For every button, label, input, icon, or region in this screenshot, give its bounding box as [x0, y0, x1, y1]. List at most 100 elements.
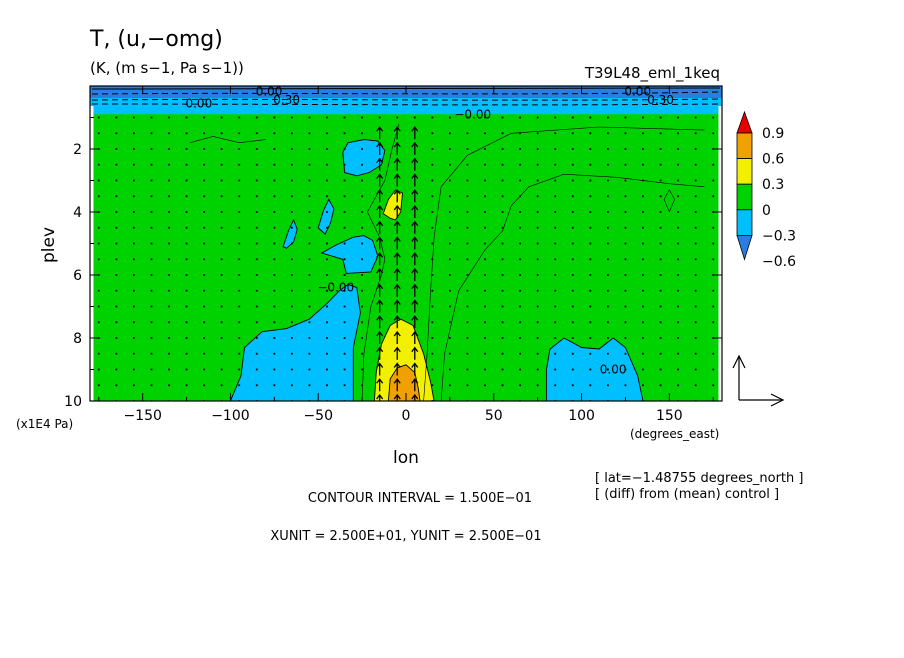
wind-vector-654: [694, 242, 697, 245]
wind-vector-175: [255, 179, 258, 182]
wind-vector-445: [501, 242, 504, 245]
wind-vector-136: [220, 163, 223, 166]
plot-area: 0.00−0.00−0.000.000.000.300.000.30: [90, 86, 722, 401]
wind-vector-255: [326, 242, 328, 245]
wind-vector-33: [115, 337, 118, 339]
wind-vector-23: [115, 179, 118, 182]
wind-vector-242: [308, 337, 311, 339]
wind-vector-506: [554, 305, 557, 308]
wind-vector-505: [554, 289, 557, 292]
wind-vector-278: [343, 305, 346, 308]
wind-vector-271: [343, 195, 346, 198]
wind-vector-570: [624, 116, 627, 119]
wind-vector-4: [97, 179, 100, 182]
wind-vector-463: [519, 226, 522, 229]
wind-vector-383: [448, 163, 451, 166]
wind-vector-179: [255, 242, 258, 245]
wind-vector-669: [712, 179, 715, 182]
wind-vector-465: [519, 258, 522, 261]
wind-vector-517: [571, 179, 574, 182]
wind-vector-663: [694, 384, 697, 387]
wind-vector-261: [326, 337, 328, 339]
wind-vector-467: [519, 289, 522, 292]
x-tick-label-3: 0: [402, 408, 411, 424]
wind-vector-488: [536, 321, 539, 324]
wind-vector-167: [238, 352, 241, 355]
contour-label-2: −0.00: [317, 281, 354, 295]
top-solid-contour: [91, 87, 721, 90]
wind-vector-389: [448, 258, 451, 261]
wind-vector-72: [150, 352, 153, 355]
colorbar-bottom-arrow: [736, 234, 753, 261]
wind-vector-71: [150, 337, 153, 339]
wind-vector-34: [115, 352, 118, 355]
wind-vector-397: [448, 384, 451, 387]
wind-vector-103: [185, 242, 188, 245]
wind-vector-597: [642, 242, 644, 245]
wind-vector-386: [448, 211, 451, 213]
wind-vector-619: [659, 289, 662, 292]
wind-vector-576: [624, 211, 627, 213]
wind-vector-299: [361, 337, 364, 339]
wind-vector-head-345: [411, 157, 419, 164]
wind-vector-266: [343, 116, 346, 119]
x-tick-label-1: −100: [211, 408, 249, 424]
wind-vector-404: [466, 195, 469, 198]
wind-vector-554: [606, 163, 609, 166]
wind-vector-681: [712, 368, 715, 371]
wind-vector-54: [132, 368, 135, 371]
wind-vector-614: [659, 211, 662, 213]
wind-vector-658: [694, 305, 697, 308]
wind-vector-655: [694, 258, 697, 261]
wind-vector-680: [712, 352, 715, 355]
wind-vector-425: [484, 226, 486, 229]
x-tick-label-0: −150: [123, 408, 161, 424]
wind-vector-378: [431, 384, 434, 387]
wind-vector-40: [132, 148, 135, 150]
wind-vector-96: [185, 132, 188, 135]
wind-vector-533: [589, 132, 592, 135]
wind-vector-494: [554, 116, 557, 119]
wind-vector-212: [290, 163, 293, 166]
wind-vector-527: [571, 337, 574, 339]
wind-vector-156: [238, 179, 241, 182]
wind-vector-214: [290, 195, 293, 198]
wind-vector-457: [519, 132, 522, 135]
wind-vector-289: [361, 179, 364, 182]
wind-vector-35: [115, 368, 118, 371]
wind-vector-1: [97, 132, 100, 135]
x-tick-label-6: 150: [656, 408, 683, 424]
wind-vector-541: [589, 258, 592, 261]
wind-vector-207: [273, 384, 276, 387]
wind-vector-256: [326, 258, 328, 261]
wind-vector-head-355: [411, 315, 419, 321]
wind-vector-87: [168, 289, 170, 292]
wind-vector-247: [326, 116, 328, 119]
wind-vector-615: [659, 226, 662, 229]
wind-vector-667: [712, 148, 715, 150]
wind-vector-head-338: [393, 346, 401, 353]
contour-labels: 0.00−0.00−0.000.000.000.300.000.30: [185, 86, 673, 377]
wind-vector-468: [519, 305, 522, 308]
wind-vector-547: [589, 352, 592, 355]
wind-vector-137: [220, 179, 223, 182]
wind-vector-251: [326, 179, 328, 182]
wind-vector-166: [238, 337, 241, 339]
wind-vector-98: [185, 163, 188, 166]
wind-vector-258: [326, 289, 328, 292]
wind-vector-490: [536, 352, 539, 355]
wind-vector-610: [659, 148, 662, 150]
wind-vector-290: [361, 195, 364, 198]
wind-vector-233: [308, 195, 311, 198]
wind-vector-668: [712, 163, 715, 166]
wind-vector-115: [203, 132, 206, 135]
wind-vector-469: [519, 321, 522, 324]
wind-vector-478: [536, 163, 539, 166]
wind-vector-536: [589, 179, 592, 182]
contour-region-9: [373, 318, 435, 401]
wind-vector-161: [238, 258, 241, 261]
wind-vector-head-322: [376, 393, 384, 400]
wind-vector-45: [132, 226, 135, 229]
wind-vector-head-334: [393, 283, 401, 290]
wind-vector-190: [273, 116, 276, 119]
